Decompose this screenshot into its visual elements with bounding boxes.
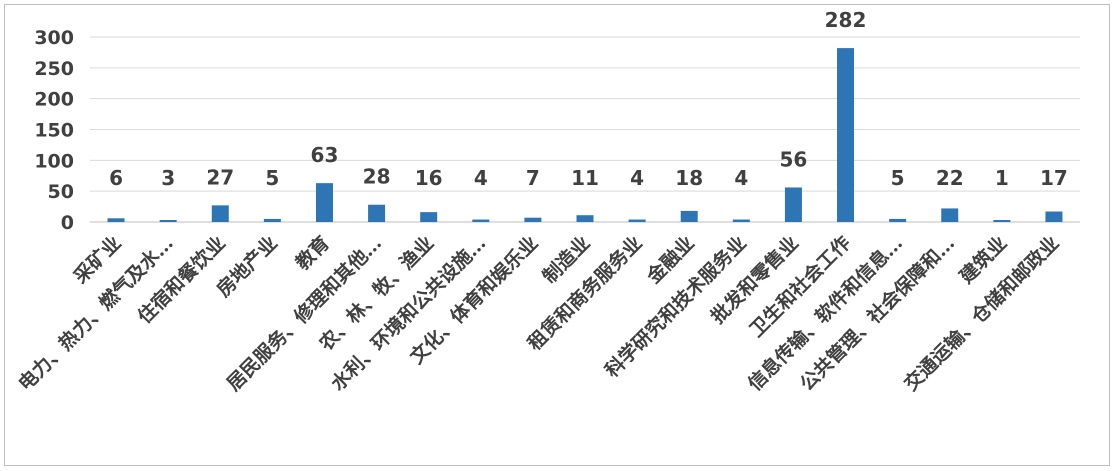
- data-label: 5: [891, 166, 905, 190]
- bar: [837, 48, 855, 222]
- bar: [315, 183, 333, 222]
- bar: [680, 210, 698, 222]
- data-label: 27: [206, 165, 234, 189]
- category-label: 教育: [291, 231, 334, 274]
- bar: [159, 220, 177, 222]
- data-label: 28: [363, 165, 391, 189]
- y-tick-label: 150: [34, 120, 74, 142]
- data-label: 56: [779, 147, 807, 171]
- data-label: 63: [311, 143, 339, 167]
- bar: [576, 215, 594, 222]
- data-label: 3: [161, 166, 175, 190]
- bar: [420, 212, 438, 222]
- data-label: 16: [415, 166, 443, 190]
- y-axis-ticks: 0 50 100 150 200 250 300: [34, 27, 74, 234]
- y-tick-label: 300: [34, 27, 74, 49]
- data-label: 18: [675, 166, 703, 190]
- grid-layer: [90, 36, 1080, 223]
- bar: [368, 204, 386, 222]
- y-tick-label: 50: [48, 181, 74, 203]
- y-tick-label: 200: [34, 89, 74, 111]
- bar: [732, 219, 750, 222]
- data-label: 5: [265, 166, 279, 190]
- bar: [211, 205, 229, 222]
- data-label: 7: [526, 166, 540, 190]
- y-tick-label: 0: [61, 212, 74, 234]
- bar: [784, 187, 802, 222]
- data-label: 4: [474, 166, 488, 190]
- bar: [1045, 211, 1063, 222]
- bars: [107, 48, 1063, 222]
- bar: [524, 217, 542, 222]
- data-label: 4: [734, 166, 748, 190]
- bar: [107, 218, 125, 222]
- data-label: 17: [1040, 166, 1068, 190]
- data-label: 11: [571, 166, 599, 190]
- data-label: 22: [936, 166, 964, 190]
- data-label: 282: [825, 8, 867, 32]
- data-label: 4: [630, 166, 644, 190]
- y-tick-label: 100: [34, 150, 74, 172]
- chart-frame: [4, 4, 1110, 466]
- y-tick-label: 250: [34, 58, 74, 80]
- bar: [941, 208, 959, 222]
- bar: [263, 218, 281, 222]
- bar: [993, 220, 1011, 222]
- bar: [889, 218, 907, 222]
- data-label: 6: [109, 166, 123, 190]
- data-label: 1: [995, 166, 1009, 190]
- bar: [628, 219, 646, 222]
- bar: [472, 219, 490, 222]
